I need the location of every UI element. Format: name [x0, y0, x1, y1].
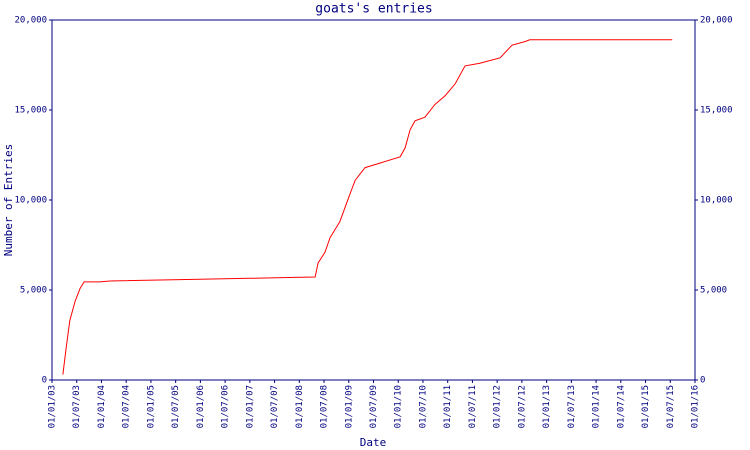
- x-tick-label: 01/07/14: [616, 385, 626, 428]
- x-tick-label: 01/07/03: [72, 385, 82, 428]
- x-tick-label: 01/01/06: [196, 385, 206, 428]
- x-tick-label: 01/07/06: [221, 385, 231, 428]
- y2-tick-label: 15,000: [700, 106, 733, 116]
- data-line: [62, 39, 673, 375]
- x-tick-label: 01/07/08: [320, 385, 330, 428]
- x-tick-label: 01/01/03: [48, 385, 58, 428]
- plot-frame: [51, 19, 696, 381]
- x-axis-label: Date: [360, 436, 387, 449]
- x-tick-label: 01/01/09: [344, 385, 354, 428]
- y-tick-label: 10,000: [14, 196, 47, 206]
- x-tick-label: 01/07/09: [369, 385, 379, 428]
- x-tick-label: 01/01/05: [146, 385, 156, 428]
- y-axis-label: Number of Entries: [2, 144, 15, 257]
- y2-tick-label: 0: [700, 376, 705, 386]
- y2-tick-label: 10,000: [700, 196, 733, 206]
- y-tick-label: 0: [42, 376, 47, 386]
- x-tick-label: 01/01/10: [394, 385, 404, 428]
- x-tick-label: 01/07/11: [468, 385, 478, 428]
- x-tick-label: 01/01/12: [493, 385, 503, 428]
- x-tick-label: 01/01/15: [641, 385, 651, 428]
- x-tick-label: 01/01/07: [245, 385, 255, 428]
- y2-tick-label: 5,000: [700, 286, 727, 296]
- y-tick-label: 5,000: [20, 286, 47, 296]
- y-tick-label: 20,000: [14, 16, 47, 26]
- y-tick-label: 15,000: [14, 106, 47, 116]
- chart-title: goats's entries: [315, 2, 432, 17]
- x-tick-label: 01/01/16: [691, 385, 701, 428]
- x-tick-label: 01/07/05: [171, 385, 181, 428]
- x-tick-label: 01/01/13: [542, 385, 552, 428]
- x-tick-label: 01/07/07: [270, 385, 280, 428]
- x-tick-label: 01/01/11: [443, 385, 453, 428]
- x-tick-label: 01/07/04: [122, 385, 132, 428]
- x-tick-label: 01/07/12: [517, 385, 527, 428]
- x-tick-label: 01/01/04: [97, 385, 107, 428]
- x-tick-label: 01/01/14: [592, 385, 602, 428]
- x-tick-label: 01/07/13: [567, 385, 577, 428]
- y2-tick-label: 20,000: [700, 16, 733, 26]
- x-tick-label: 01/07/10: [418, 385, 428, 428]
- x-tick-label: 01/01/08: [295, 385, 305, 428]
- x-tick-label: 01/07/15: [666, 385, 676, 428]
